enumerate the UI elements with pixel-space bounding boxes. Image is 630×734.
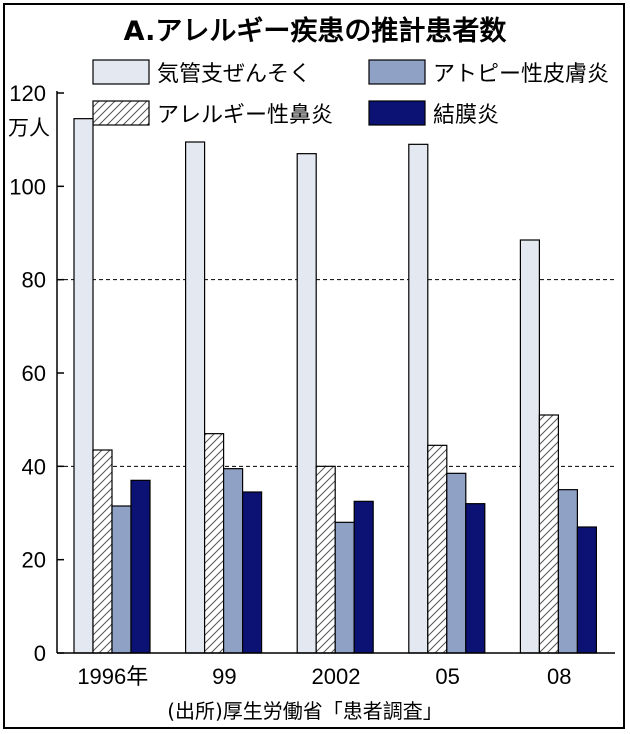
y-tick-label: 60 (22, 361, 46, 386)
bar (315, 465, 336, 654)
bar (576, 526, 598, 654)
y-tick-label: 120 (9, 81, 46, 106)
y-tick-label: 20 (22, 548, 46, 573)
x-tick-label: 05 (435, 664, 459, 689)
x-tick-label: 99 (212, 664, 236, 689)
legend-label-atopic: アトピー性皮膚炎 (433, 62, 609, 87)
bar (557, 489, 579, 654)
bar (204, 433, 225, 654)
bar (408, 143, 429, 654)
legend-label-conjunctivitis: 結膜炎 (433, 103, 499, 128)
x-labels: 1996年 99 2002 05 08 (77, 664, 571, 689)
bar (130, 479, 151, 654)
bar (427, 444, 448, 654)
x-tick-label: 08 (547, 664, 571, 689)
bar (73, 118, 94, 654)
legend-swatch-conjunctivitis (368, 100, 426, 126)
bar (334, 521, 355, 654)
bars (73, 118, 598, 654)
chart-title: A.アレルギー疾患の推計患者数 (124, 15, 508, 47)
legend: 気管支ぜんそく アトピー性皮膚炎 アレルギー性鼻炎 結膜炎 (92, 59, 609, 128)
legend-swatch-asthma (92, 59, 150, 85)
y-ticks: 0 20 40 60 80 100 120 (9, 81, 64, 666)
x-tick-label: 1996年 (77, 664, 148, 689)
x-tick-label: 2002 (312, 664, 361, 689)
legend-label-rhinitis: アレルギー性鼻炎 (157, 103, 333, 128)
legend-swatch-rhinitis (92, 100, 150, 126)
y-tick-label: 40 (22, 454, 46, 479)
y-tick-label: 80 (22, 268, 46, 293)
bar (353, 500, 374, 654)
bar (185, 141, 206, 654)
legend-swatch-atopic (368, 59, 426, 85)
bar (223, 468, 244, 654)
y-tick-label: 100 (9, 174, 46, 199)
source-note: (出所)厚生労働省「患者調査」 (167, 699, 443, 723)
bar (538, 414, 560, 654)
bar (111, 505, 132, 654)
bar (519, 239, 541, 654)
bar (242, 491, 263, 654)
y-unit-label: 万人 (8, 116, 50, 140)
bar (446, 472, 467, 654)
y-tick-label: 0 (34, 641, 46, 666)
bar (92, 449, 113, 654)
bar (465, 503, 486, 654)
bar (296, 153, 317, 654)
legend-label-asthma: 気管支ぜんそく (157, 62, 311, 87)
